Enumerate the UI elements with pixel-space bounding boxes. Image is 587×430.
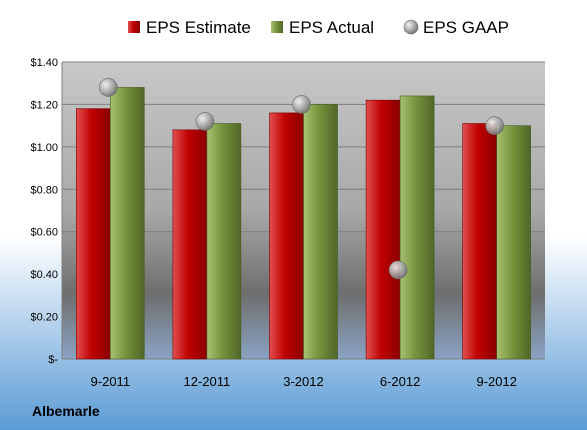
gaap-markers <box>99 78 505 280</box>
legend-label-2: EPS GAAP <box>423 18 509 37</box>
bar-actual-9-2011 <box>110 87 145 360</box>
legend-swatch-0 <box>128 21 140 33</box>
x-category-label-2: 3-2012 <box>283 374 323 389</box>
gaap-marker-12-2011 <box>195 112 215 131</box>
legend-label-1: EPS Actual <box>289 18 374 37</box>
x-category-label-1: 12-2011 <box>184 374 231 389</box>
y-tick-label-1: $0.20 <box>30 312 58 324</box>
gaap-marker-9-2011 <box>99 78 118 97</box>
bar-estimate-6-2012 <box>365 99 401 360</box>
y-tick-label-7: $1.40 <box>30 57 58 69</box>
gaap-marker-3-2012 <box>292 95 311 114</box>
gaap-marker-6-2012 <box>388 260 408 280</box>
bar-actual-12-2011 <box>206 123 242 360</box>
y-axis-ticks: $- $0.20 $0.40 $0.60 $0.80 $1.00 $1.20 $1.40 <box>30 57 58 366</box>
bar-actual-6-2012 <box>399 95 435 360</box>
bars <box>76 87 532 360</box>
y-tick-label-0: $- <box>48 354 58 366</box>
legend-swatch-1 <box>271 21 283 33</box>
x-category-label-4: 9-2012 <box>476 374 516 389</box>
bar-actual-3-2012 <box>303 104 338 360</box>
gaap-marker-9-2012 <box>485 116 505 135</box>
legend-label-0: EPS Estimate <box>146 18 251 37</box>
x-axis-categories: 9-2011 12-2011 3-2012 6-2012 9-2012 <box>91 374 517 389</box>
bar-estimate-9-2011 <box>76 108 111 360</box>
y-tick-label-2: $0.40 <box>30 269 58 281</box>
y-tick-label-3: $0.60 <box>30 227 58 239</box>
y-tick-label-4: $0.80 <box>30 184 58 196</box>
x-category-label-3: 6-2012 <box>380 374 420 389</box>
company-name: Albemarle <box>32 403 100 419</box>
legend: EPS Estimate EPS Actual EPS GAAP <box>128 18 509 37</box>
legend-swatch-2 <box>403 19 419 35</box>
bar-estimate-12-2011 <box>172 129 208 360</box>
y-tick-label-6: $1.20 <box>30 99 58 111</box>
x-category-label-0: 9-2011 <box>91 374 131 389</box>
bar-estimate-9-2012 <box>462 123 498 360</box>
bar-estimate-3-2012 <box>269 112 304 360</box>
y-tick-label-5: $1.00 <box>30 142 58 154</box>
bar-actual-9-2012 <box>496 125 532 360</box>
